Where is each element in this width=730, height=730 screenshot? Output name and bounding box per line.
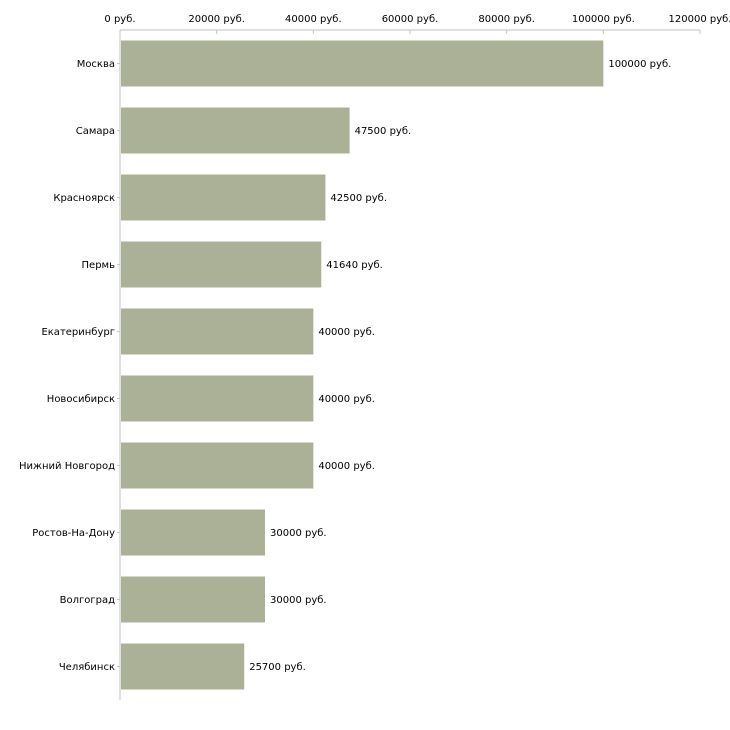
- category-label: Челябинск: [59, 662, 115, 673]
- x-tick-label: 120000 руб.: [669, 14, 730, 25]
- value-label: 40000 руб.: [318, 394, 375, 405]
- bar: [121, 241, 322, 288]
- category-label: Москва: [77, 59, 115, 70]
- value-label: 30000 руб.: [270, 595, 327, 606]
- category-label: Пермь: [82, 260, 116, 271]
- value-label: 25700 руб.: [249, 662, 306, 673]
- bar: [121, 107, 350, 154]
- category-label: Красноярск: [53, 193, 115, 204]
- value-label: 100000 руб.: [608, 59, 671, 70]
- bar: [121, 442, 314, 489]
- x-tick-label: 20000 руб.: [188, 14, 245, 25]
- x-tick-label: 80000 руб.: [478, 14, 535, 25]
- value-label: 42500 руб.: [330, 193, 387, 204]
- x-tick-label: 0 руб.: [104, 14, 135, 25]
- bar: [121, 174, 326, 221]
- value-label: 47500 руб.: [355, 126, 412, 137]
- x-tick-label: 100000 руб.: [572, 14, 635, 25]
- bar: [121, 308, 314, 355]
- category-label: Нижний Новгород: [19, 461, 115, 472]
- x-tick-label: 40000 руб.: [285, 14, 342, 25]
- category-label: Волгоград: [60, 595, 115, 606]
- bar: [121, 643, 245, 690]
- value-label: 40000 руб.: [318, 461, 375, 472]
- category-label: Самара: [76, 126, 115, 137]
- category-label: Новосибирск: [47, 394, 115, 405]
- bar: [121, 40, 604, 87]
- x-tick-label: 60000 руб.: [382, 14, 439, 25]
- category-label: Екатеринбург: [41, 327, 115, 338]
- bar: [121, 375, 314, 422]
- value-label: 40000 руб.: [318, 327, 375, 338]
- bar: [121, 509, 265, 556]
- category-label: Ростов-На-Дону: [32, 528, 115, 539]
- bar: [121, 576, 265, 623]
- value-label: 41640 руб.: [326, 260, 383, 271]
- value-label: 30000 руб.: [270, 528, 327, 539]
